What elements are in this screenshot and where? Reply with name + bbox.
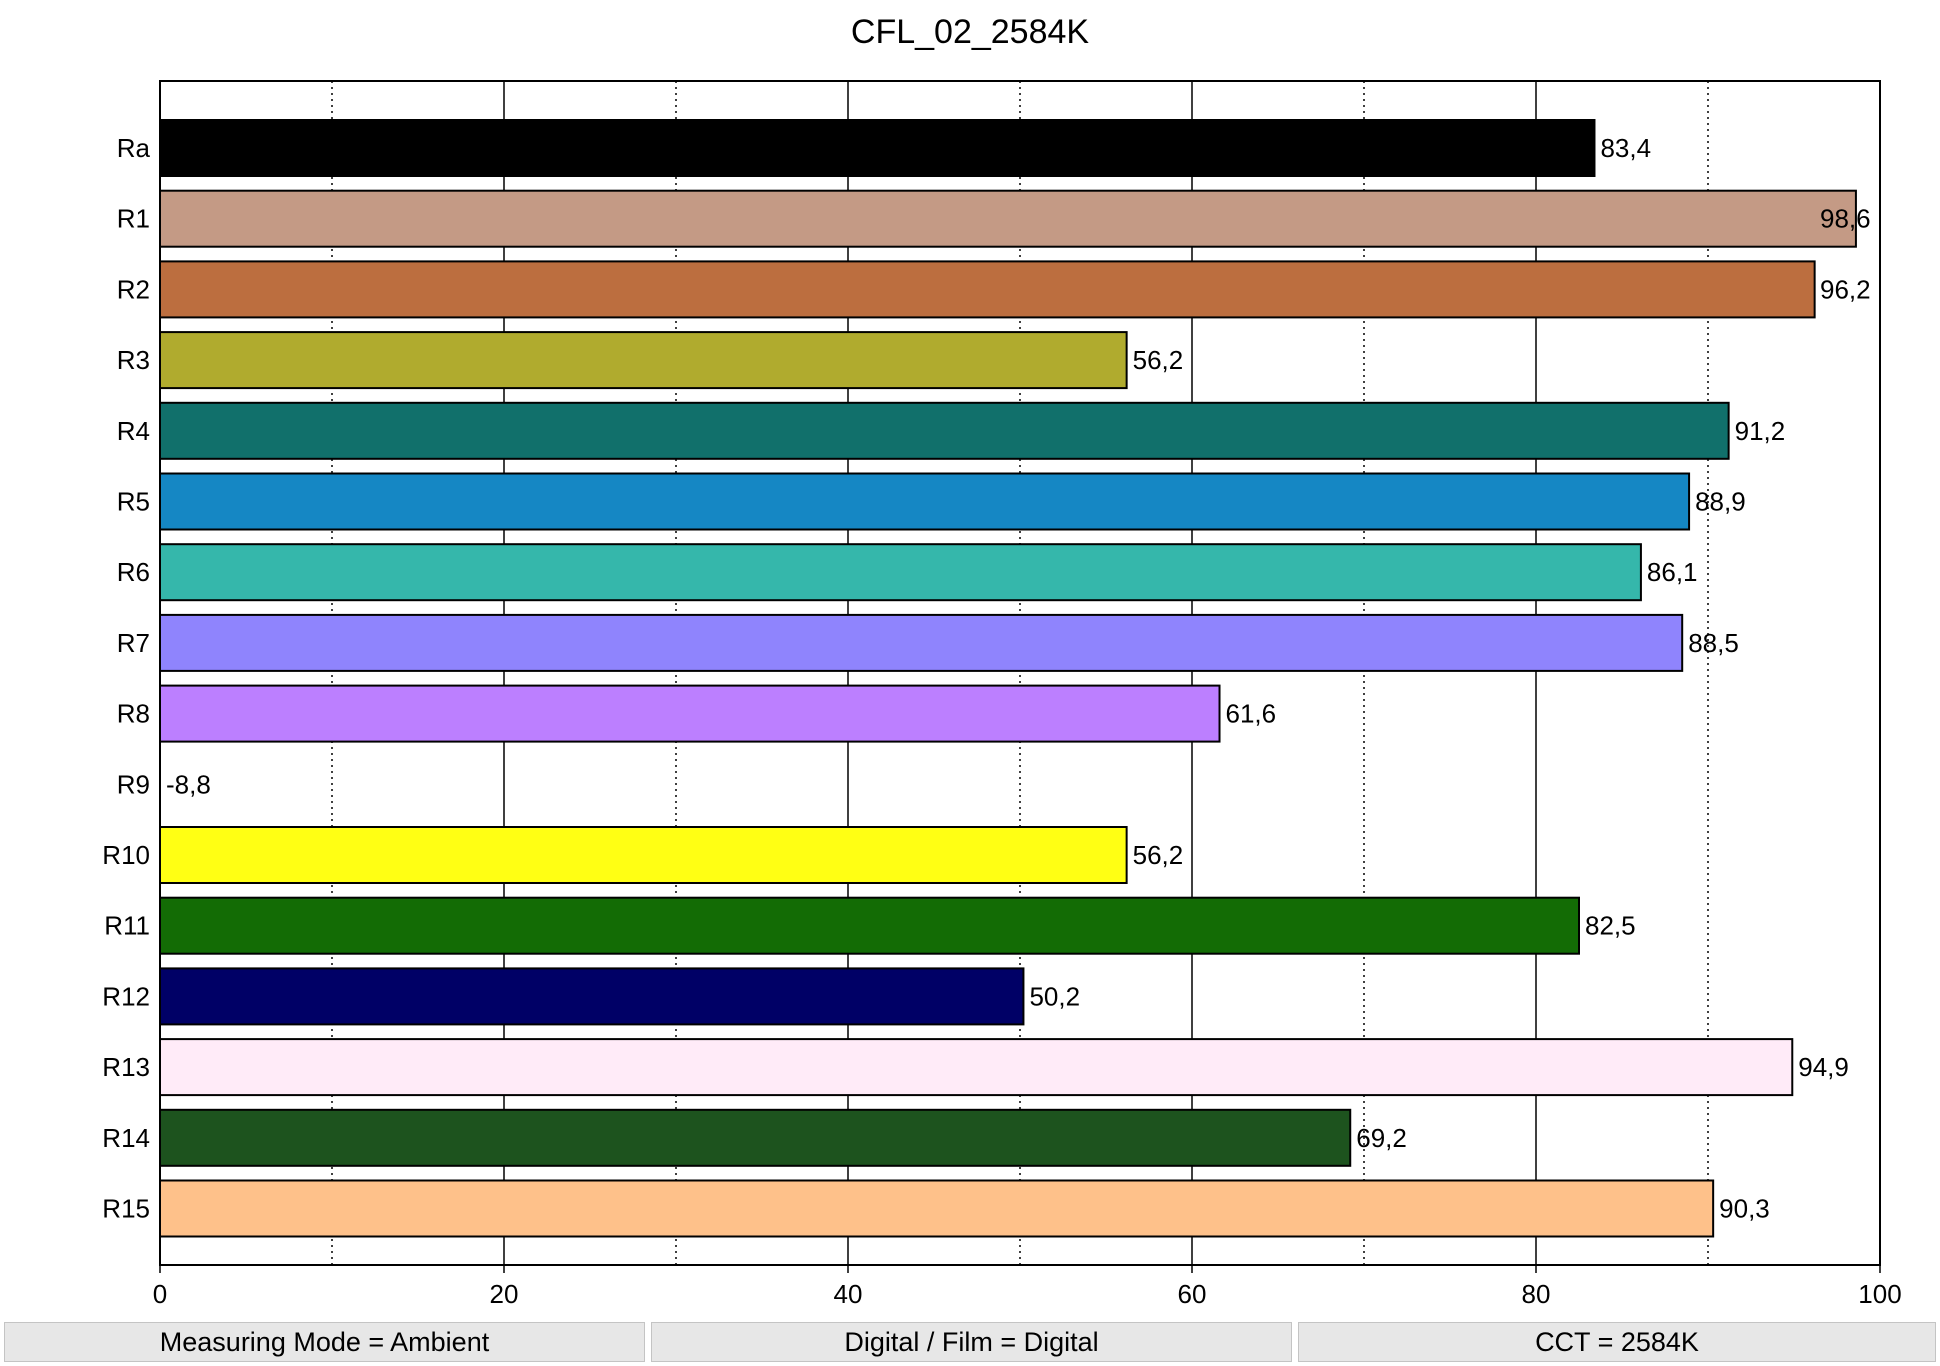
value-label-r5: 88,9 <box>1695 487 1746 517</box>
category-label-r10: R10 <box>102 840 150 870</box>
bar-r12 <box>159 967 1025 1026</box>
category-label-r14: R14 <box>102 1123 150 1153</box>
x-tick-label: 60 <box>1178 1279 1207 1309</box>
category-label-r8: R8 <box>117 699 150 729</box>
bar-r14 <box>159 1108 1352 1167</box>
value-label-r9: -8,8 <box>166 769 211 799</box>
category-label-r1: R1 <box>117 204 150 234</box>
bar-r1 <box>159 189 1857 248</box>
category-label-r9: R9 <box>117 769 150 799</box>
bar-r4 <box>159 401 1730 460</box>
value-label-r3: 56,2 <box>1133 345 1184 375</box>
value-label-r4: 91,2 <box>1735 416 1786 446</box>
value-label-r10: 56,2 <box>1133 840 1184 870</box>
bar-r5 <box>159 472 1691 531</box>
value-label-r7: 88,5 <box>1688 628 1739 658</box>
bar-r13 <box>159 1038 1794 1097</box>
bar-r3 <box>159 331 1128 390</box>
x-tick-label: 80 <box>1522 1279 1551 1309</box>
status-bar: Measuring Mode = Ambient Digital / Film … <box>0 1322 1940 1366</box>
bar-r8 <box>159 684 1221 743</box>
x-tick-label: 100 <box>1858 1279 1901 1309</box>
x-tick-label: 0 <box>153 1279 167 1309</box>
bar-r11 <box>159 896 1580 955</box>
category-label-r6: R6 <box>117 557 150 587</box>
measuring-mode-status: Measuring Mode = Ambient <box>4 1322 645 1362</box>
value-label-r6: 86,1 <box>1647 557 1698 587</box>
digital-film-status: Digital / Film = Digital <box>651 1322 1292 1362</box>
category-label-r2: R2 <box>117 274 150 304</box>
category-label-r11: R11 <box>104 911 150 941</box>
category-label-r3: R3 <box>117 345 150 375</box>
value-label-r14: 69,2 <box>1356 1123 1407 1153</box>
value-label-r8: 61,6 <box>1226 699 1277 729</box>
category-label-r4: R4 <box>117 416 150 446</box>
bar-r15 <box>159 1179 1715 1238</box>
plot-frame <box>159 80 1881 1266</box>
bar-r2 <box>159 260 1816 319</box>
bar-r6 <box>159 543 1642 602</box>
value-label-ra: 83,4 <box>1600 133 1651 163</box>
bar-r7 <box>159 613 1684 672</box>
value-label-r11: 82,5 <box>1585 911 1636 941</box>
category-label-ra: Ra <box>117 133 151 163</box>
category-label-r13: R13 <box>102 1052 150 1082</box>
x-tick-label: 40 <box>834 1279 863 1309</box>
value-label-r2: 96,2 <box>1820 274 1871 304</box>
bar-ra <box>159 119 1596 177</box>
chart-title: CFL_02_2584K <box>850 13 1090 51</box>
category-label-r5: R5 <box>117 487 150 517</box>
cct-status: CCT = 2584K <box>1298 1322 1936 1362</box>
value-label-r15: 90,3 <box>1719 1194 1770 1224</box>
bar-chart: 83,4 98,6 96,2 56,2 91,2 88,9 86,1 88,5 61,6 -8,8… <box>102 80 1902 1309</box>
category-label-r7: R7 <box>117 628 150 658</box>
x-tick-label: 20 <box>490 1279 519 1309</box>
value-label-r12: 50,2 <box>1029 981 1080 1011</box>
category-label-r15: R15 <box>102 1194 150 1224</box>
bar-r10 <box>159 826 1128 884</box>
value-label-r13: 94,9 <box>1798 1052 1849 1082</box>
value-label-r1: 98,6 <box>1820 204 1871 234</box>
category-label-r12: R12 <box>102 981 150 1011</box>
